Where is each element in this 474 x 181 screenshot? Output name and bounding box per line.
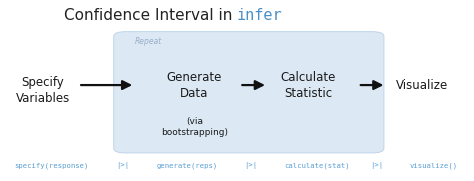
Text: Specify
Variables: Specify Variables xyxy=(16,76,70,105)
Text: infer: infer xyxy=(237,8,283,23)
Text: calculate(stat): calculate(stat) xyxy=(284,163,350,169)
Text: |>|: |>| xyxy=(116,162,129,169)
Text: generate(reps): generate(reps) xyxy=(156,163,218,169)
Text: specify(response): specify(response) xyxy=(14,163,89,169)
FancyBboxPatch shape xyxy=(114,32,384,153)
Text: Generate
Data: Generate Data xyxy=(167,71,222,100)
Text: |>|: |>| xyxy=(244,162,257,169)
Text: (via
bootstrapping): (via bootstrapping) xyxy=(161,117,228,137)
Text: Repeat: Repeat xyxy=(135,37,162,46)
Text: Calculate
Statistic: Calculate Statistic xyxy=(281,71,336,100)
Text: Visualize: Visualize xyxy=(396,79,448,92)
Text: Confidence Interval in: Confidence Interval in xyxy=(64,8,237,23)
Text: |>|: |>| xyxy=(370,162,383,169)
Text: visualize(): visualize() xyxy=(410,163,458,169)
